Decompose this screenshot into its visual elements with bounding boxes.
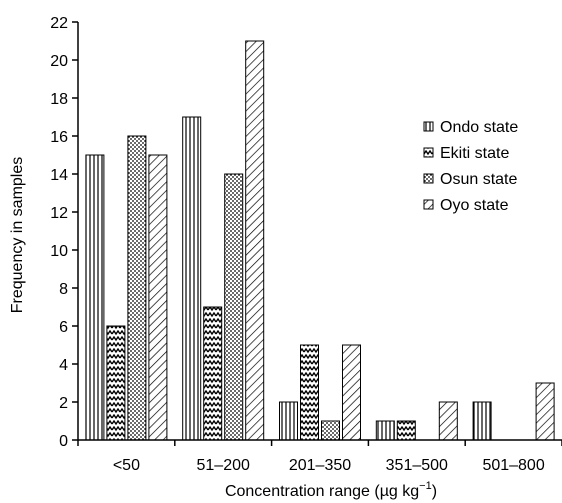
x-tick-label: 351–500 (386, 457, 448, 474)
bar (342, 344, 361, 441)
x-axis-label: Concentration range (µg kg−1) (225, 480, 437, 500)
bar (396, 420, 416, 441)
bar (85, 154, 105, 441)
legend-swatch (423, 199, 434, 210)
bar (182, 116, 202, 441)
bars-group (85, 40, 555, 441)
y-tick-label: 0 (59, 433, 68, 450)
y-tick-label: 4 (59, 357, 68, 374)
bar (148, 154, 168, 441)
legend-label: Oyo state (440, 197, 509, 214)
bar (375, 420, 395, 441)
bar (535, 382, 555, 441)
bar (224, 173, 244, 441)
x-tick-label: <50 (113, 457, 140, 474)
bar (472, 401, 492, 441)
y-tick-label: 14 (50, 167, 68, 184)
bar (279, 401, 298, 441)
bar (106, 325, 126, 441)
y-tick-label: 12 (50, 205, 68, 222)
y-tick-label: 22 (50, 15, 68, 32)
legend-label: Osun state (440, 171, 517, 188)
y-axis: 0 2 4 6 8 10 12 14 16 18 20 22 (50, 15, 79, 450)
x-axis: <50 51–200 201–350 351–500 501–800 (77, 439, 562, 474)
bar (245, 40, 265, 441)
bar (438, 401, 458, 441)
y-axis-label: Frequency in samples (9, 157, 26, 314)
legend-swatch (423, 147, 434, 158)
bar (321, 420, 340, 441)
y-tick-label: 10 (50, 243, 68, 260)
x-tick-label: 51–200 (197, 457, 250, 474)
x-tick-label: 201–350 (289, 457, 351, 474)
legend-label: Ondo state (440, 119, 518, 136)
legend-label: Ekiti state (440, 145, 509, 162)
y-tick-label: 8 (59, 281, 68, 298)
y-tick-label: 6 (59, 319, 68, 336)
y-tick-label: 16 (50, 129, 68, 146)
y-tick-label: 18 (50, 91, 68, 108)
bar (300, 344, 319, 441)
bar (203, 306, 223, 441)
legend-swatch (423, 173, 434, 184)
bar (127, 135, 147, 441)
legend: Ondo state Ekiti state Osun state Oyo state (423, 119, 518, 214)
y-tick-label: 20 (50, 53, 68, 70)
x-tick-label: 501–800 (482, 457, 544, 474)
y-tick-label: 2 (59, 395, 68, 412)
legend-swatch (423, 121, 434, 132)
